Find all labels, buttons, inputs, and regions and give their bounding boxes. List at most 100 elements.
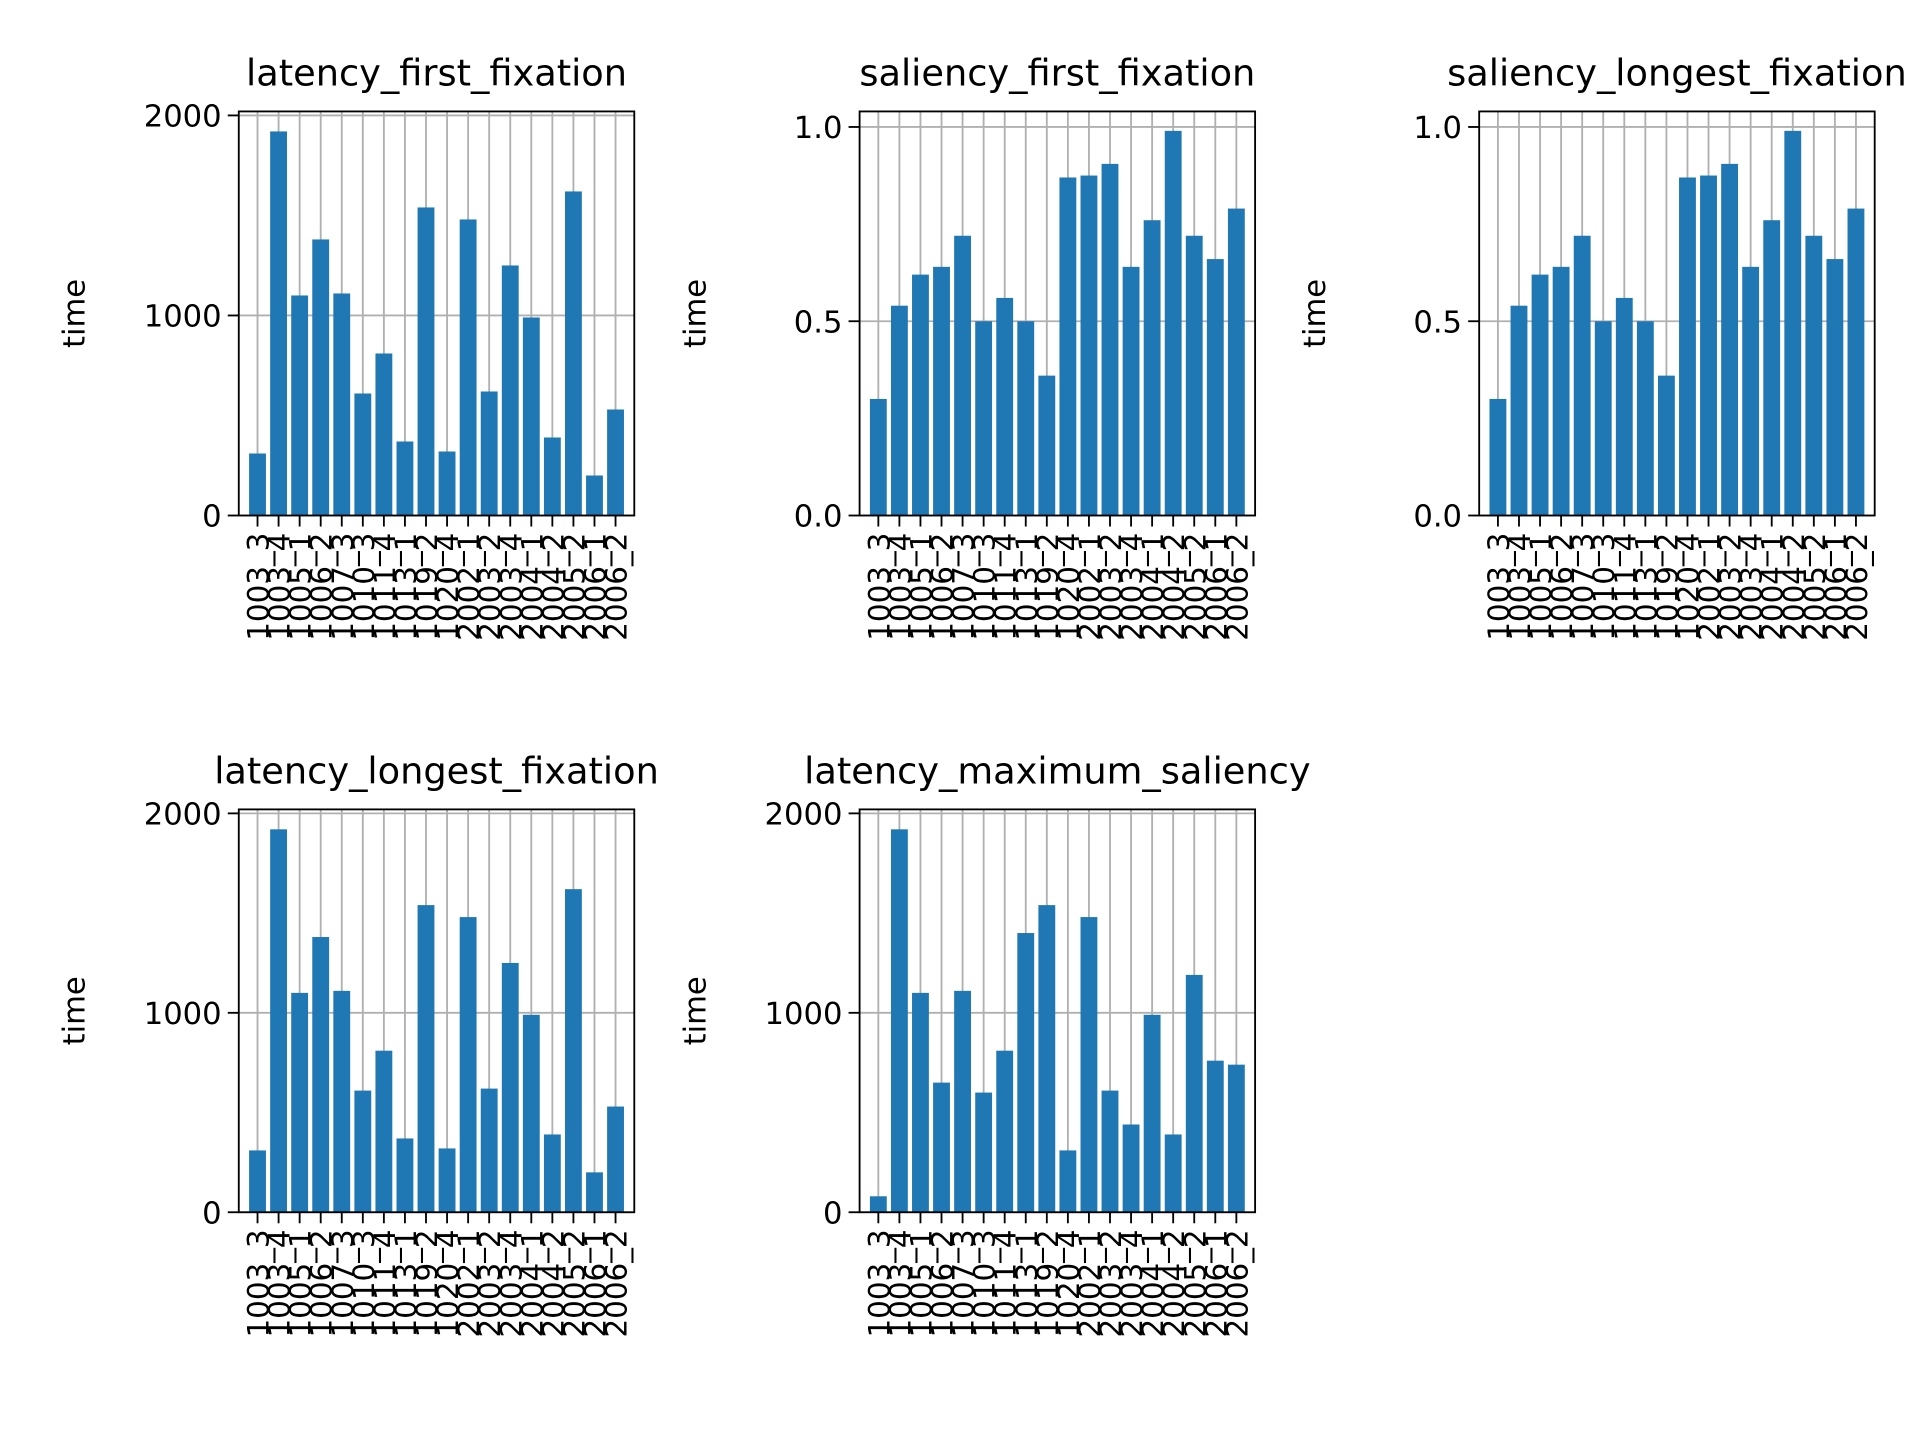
bar bbox=[459, 219, 477, 516]
bar bbox=[333, 293, 351, 516]
x-tick-label: 1006_2 bbox=[926, 1229, 960, 1337]
x-tick-label: 2005_2 bbox=[1178, 533, 1212, 641]
bar bbox=[1059, 177, 1077, 516]
bar bbox=[933, 1082, 950, 1213]
x-tick-label: 1013_1 bbox=[1629, 533, 1663, 641]
y-axis-label: time bbox=[57, 279, 92, 348]
y-tick-label: 1.0 bbox=[794, 111, 843, 146]
bar bbox=[1700, 175, 1717, 516]
bar bbox=[1510, 305, 1528, 516]
x-tick-label: 1020_4 bbox=[1671, 533, 1705, 641]
bar bbox=[996, 297, 1014, 516]
x-tick-label: 1019_2 bbox=[1031, 1229, 1065, 1337]
x-tick-label: 2006_2 bbox=[1840, 533, 1874, 641]
x-tick-label: 1006_2 bbox=[305, 533, 339, 641]
bar bbox=[954, 235, 972, 516]
bar bbox=[1531, 274, 1549, 516]
bar bbox=[333, 990, 351, 1213]
bar bbox=[1826, 259, 1844, 516]
x-tick-label: 2003_4 bbox=[494, 533, 528, 641]
bar bbox=[1017, 933, 1035, 1213]
bar bbox=[975, 1092, 993, 1213]
x-tick-label: 1005_1 bbox=[904, 1229, 938, 1337]
x-tick-label: 2004_1 bbox=[1136, 1229, 1170, 1337]
x-tick-label: 2003_2 bbox=[1714, 533, 1748, 641]
bar bbox=[1847, 208, 1865, 516]
x-tick-label: 2003_4 bbox=[1115, 1229, 1149, 1337]
x-tick-label: 2002_1 bbox=[1693, 533, 1727, 641]
bar bbox=[480, 391, 498, 516]
chart-title: saliency_first_fixation bbox=[859, 52, 1255, 95]
x-tick-label: 1003_4 bbox=[263, 533, 297, 641]
y-axis-label: time bbox=[678, 976, 713, 1045]
x-tick-label: 1010_3 bbox=[968, 1229, 1002, 1337]
bar bbox=[954, 990, 972, 1213]
bar bbox=[1763, 220, 1781, 516]
bar bbox=[1164, 130, 1182, 516]
x-tick-label: 1003_3 bbox=[862, 1229, 896, 1337]
x-tick-label: 1019_2 bbox=[1650, 533, 1684, 641]
bar bbox=[249, 1150, 266, 1213]
x-tick-label: 1003_4 bbox=[883, 533, 917, 641]
x-tick-label: 2003_2 bbox=[1094, 533, 1128, 641]
x-tick-label: 2005_2 bbox=[557, 533, 591, 641]
x-tick-label: 1005_1 bbox=[284, 533, 318, 641]
x-tick-label: 1007_3 bbox=[947, 533, 981, 641]
y-tick-label: 0 bbox=[202, 1196, 221, 1231]
x-tick-label: 1020_4 bbox=[431, 533, 465, 641]
x-tick-label: 1013_1 bbox=[1010, 533, 1044, 641]
x-tick-label: 1003_4 bbox=[883, 1229, 917, 1337]
bar bbox=[522, 317, 540, 516]
axes-frame bbox=[237, 110, 636, 517]
y-tick-label: 0.5 bbox=[794, 305, 843, 340]
bar bbox=[912, 992, 929, 1213]
bar bbox=[1784, 130, 1802, 516]
bar bbox=[1742, 266, 1760, 516]
bar bbox=[417, 207, 435, 516]
x-tick-label: 1020_4 bbox=[1052, 1229, 1086, 1337]
axes-frame bbox=[858, 110, 1257, 517]
chart-title: saliency_longest_fixation bbox=[1447, 52, 1907, 95]
bar bbox=[270, 829, 288, 1213]
bar bbox=[1594, 321, 1612, 516]
bar bbox=[1636, 321, 1654, 516]
bar bbox=[354, 1090, 372, 1213]
x-tick-label: 2005_2 bbox=[557, 1229, 591, 1337]
y-tick-label: 1000 bbox=[144, 299, 222, 334]
y-tick-label: 2000 bbox=[144, 99, 222, 134]
y-axis-label: time bbox=[678, 279, 713, 348]
x-tick-label: 2002_1 bbox=[1073, 1229, 1107, 1337]
x-tick-label: 1006_2 bbox=[926, 533, 960, 641]
bar bbox=[543, 437, 561, 516]
x-tick-label: 2006_2 bbox=[1220, 533, 1254, 641]
x-tick-label: 1010_3 bbox=[347, 1229, 381, 1337]
bar bbox=[1101, 163, 1119, 516]
bar bbox=[1080, 175, 1098, 516]
x-tick-label: 1010_3 bbox=[1587, 533, 1621, 641]
x-tick-label: 1007_3 bbox=[1566, 533, 1600, 641]
bar bbox=[933, 266, 950, 516]
x-tick-label: 1003_4 bbox=[1503, 533, 1537, 641]
y-axis-label: time bbox=[57, 976, 92, 1045]
bar bbox=[586, 1172, 603, 1213]
bar bbox=[543, 1134, 561, 1213]
bar bbox=[1657, 375, 1675, 516]
x-tick-label: 2002_1 bbox=[452, 1229, 486, 1337]
x-tick-label: 2004_1 bbox=[515, 1229, 549, 1337]
x-tick-label: 2004_1 bbox=[1756, 533, 1790, 641]
y-tick-label: 0 bbox=[823, 1196, 842, 1231]
bar bbox=[1122, 1124, 1140, 1213]
x-tick-label: 2005_2 bbox=[1178, 1229, 1212, 1337]
bar bbox=[375, 353, 393, 516]
bar bbox=[354, 393, 372, 516]
bar bbox=[1679, 177, 1696, 516]
bar bbox=[1143, 1014, 1161, 1213]
bar bbox=[438, 1148, 456, 1213]
x-tick-label: 2003_4 bbox=[494, 1229, 528, 1337]
x-tick-label: 2004_1 bbox=[1136, 533, 1170, 641]
bar bbox=[291, 992, 309, 1213]
bar bbox=[1552, 266, 1570, 516]
x-tick-label: 1003_3 bbox=[1482, 533, 1516, 641]
x-tick-label: 1005_1 bbox=[904, 533, 938, 641]
